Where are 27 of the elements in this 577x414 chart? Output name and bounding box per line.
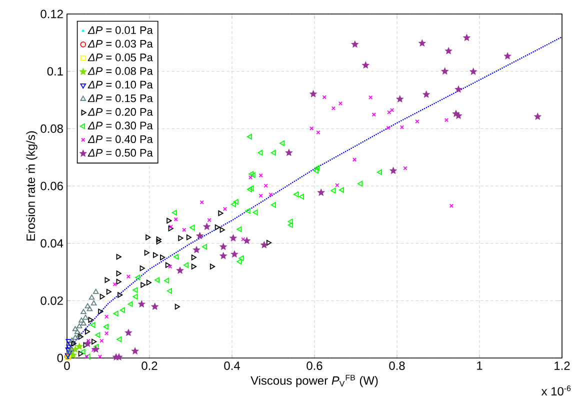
- legend-label: ΔP = 0.50 Pa: [88, 148, 153, 157]
- x-tick-label: 0.2: [142, 362, 158, 370]
- legend-label: ΔP = 0.03 Pa: [88, 40, 153, 48]
- legend-label: ΔP = 0.10 Pa: [88, 80, 153, 89]
- x-tick-label: 0.4: [224, 362, 240, 370]
- x-tick-label: 0.6: [306, 362, 322, 370]
- legend-label: ΔP = 0.01 Pa: [88, 26, 153, 34]
- x-tick-label: 1: [477, 362, 482, 370]
- x-axis-title: Viscous power P$_{V}$$^{FB}$ (W): [250, 374, 378, 388]
- legend-label: ΔP = 0.05 Pa: [88, 54, 153, 62]
- legend-label: ΔP = 0.30 Pa: [88, 122, 153, 130]
- y-axis-title: Erosion rate ṁ (kg/s): [26, 131, 38, 240]
- legend-label: ΔP = 0.20 Pa: [88, 108, 153, 116]
- legend-label: ΔP = 0.15 Pa: [88, 94, 153, 102]
- x-tick-label: 0.8: [389, 362, 405, 370]
- y-tick-label: 0.06: [40, 182, 63, 190]
- y-tick-label: 0: [57, 354, 64, 362]
- y-tick-label: 0.12: [40, 10, 63, 18]
- y-tick-label: 0.1: [47, 67, 63, 76]
- text: x 10$^{-6}$: [541, 386, 571, 396]
- y-tick-label: 0.08: [40, 124, 63, 133]
- x-tick-label: 1.2: [554, 362, 570, 370]
- legend-label: ΔP = 0.40 Pa: [88, 135, 153, 144]
- x-tick-label: 0: [64, 362, 70, 370]
- y-tick-label: 0.02: [40, 296, 63, 305]
- y-tick-label: 0.04: [40, 239, 64, 248]
- legend-label: ΔP = 0.08 Pa: [88, 67, 153, 75]
